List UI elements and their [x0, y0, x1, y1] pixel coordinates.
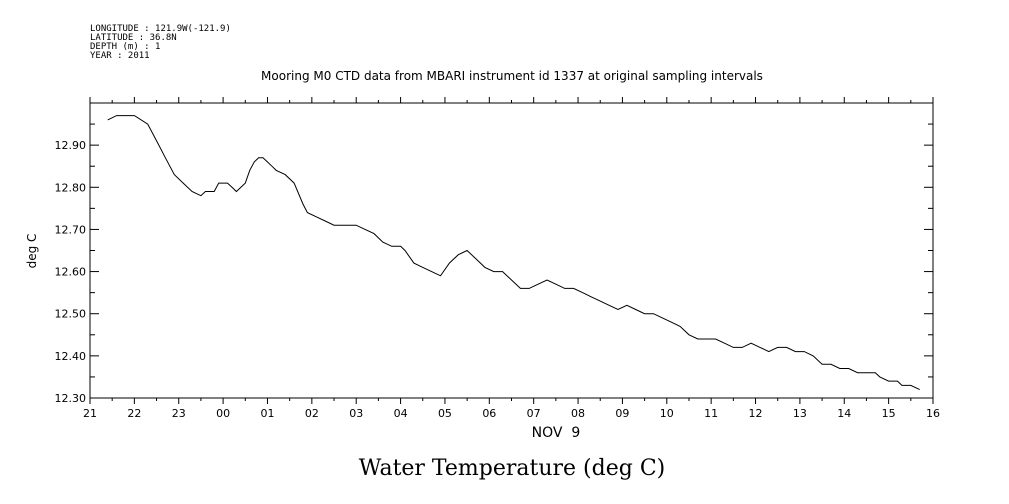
y-tick-label: 12.50 [55, 308, 87, 321]
x-tick-label: 04 [394, 407, 408, 420]
x-tick-label: 03 [349, 407, 363, 420]
plot-frame [89, 102, 934, 399]
x-tick-label: 07 [527, 407, 541, 420]
meta-year: YEAR : 2011 [90, 51, 150, 61]
y-tick-label: 12.40 [55, 350, 87, 363]
x-tick-label: 10 [660, 407, 674, 420]
meta-longitude: LONGITUDE : 121.9W(-121.9) [90, 24, 231, 34]
x-tick-label: 12 [749, 407, 763, 420]
y-tick-label: 12.60 [55, 266, 87, 279]
y-tick-label: 12.30 [55, 392, 87, 405]
x-tick-label: 05 [438, 407, 452, 420]
y-tick-label: 12.90 [55, 139, 87, 152]
x-tick-label: 06 [482, 407, 496, 420]
x-tick-label: 02 [305, 407, 319, 420]
y-tick-labels: 12.30 12.40 12.50 12.60 12.70 12.80 12.90 [55, 139, 87, 405]
x-axis-label: NOV 9 [532, 425, 581, 441]
meta-depth: DEPTH (m) : 1 [90, 42, 160, 52]
series-line [107, 115, 920, 391]
x-tick-label: 21 [83, 407, 97, 420]
chart-title: Mooring M0 CTD data from MBARI instrumen… [261, 69, 763, 83]
x-tick-label: 16 [926, 407, 940, 420]
y-tick-label: 12.70 [55, 223, 87, 236]
x-tick-label: 14 [837, 407, 851, 420]
x-tick-label: 08 [571, 407, 585, 420]
x-tick-label: 00 [216, 407, 230, 420]
y-tick-label: 12.80 [55, 181, 87, 194]
x-tick-label: 22 [127, 407, 141, 420]
x-tick-label: 09 [615, 407, 629, 420]
chart-caption: Water Temperature (deg C) [359, 456, 666, 481]
x-tick-label: 11 [704, 407, 718, 420]
x-tick-label: 01 [260, 407, 274, 420]
tick-marks [89, 97, 934, 404]
y-axis-label: deg C [25, 234, 39, 269]
x-tick-label: 15 [882, 407, 896, 420]
meta-latitude: LATITUDE : 36.8N [90, 33, 177, 43]
x-tick-labels: 21 22 23 00 01 02 03 04 05 06 07 08 09 10 11 12 13 14 15 16 [83, 407, 940, 420]
x-tick-label: 23 [172, 407, 186, 420]
x-tick-label: 13 [793, 407, 807, 420]
